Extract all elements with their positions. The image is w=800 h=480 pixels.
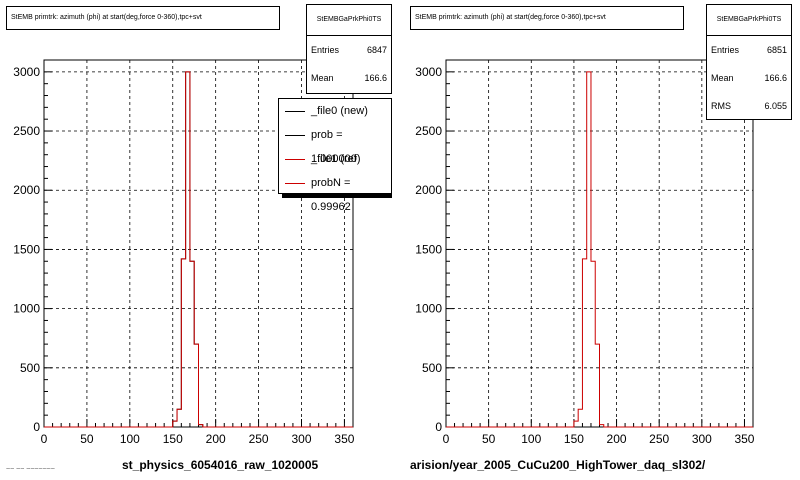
legend-entry: probN = 0.99962 <box>279 171 391 213</box>
right-stats-value: 6851 <box>766 45 787 55</box>
left-stats-box: StEMBGaPrkPhi0TS Entries 6847 Mean 166.6 <box>306 4 392 94</box>
right-y-tick-label: 2000 <box>415 183 442 197</box>
right-y-tick-label: 0 <box>435 420 442 434</box>
right-x-tick-label: 0 <box>443 432 450 446</box>
left-x-tick-label: 350 <box>334 432 354 446</box>
legend-swatch <box>285 111 305 112</box>
right-x-axis-label: arision/year_2005_CuCu200_HighTower_daq_… <box>410 458 706 472</box>
left-y-tick-label: 2500 <box>13 124 40 138</box>
right-x-tick-label: 50 <box>482 432 496 446</box>
right-stats-box: StEMBGaPrkPhi0TS Entries 6851 Mean 166.6… <box>706 4 792 120</box>
right-x-tick-label: 150 <box>564 432 584 446</box>
left-plot-title-text: StEMB primtrk: azimuth (phi) at start(de… <box>11 14 202 21</box>
left-x-tick-label: 100 <box>120 432 140 446</box>
legend-swatch <box>285 183 305 184</box>
right-stats-row: Mean 166.6 <box>707 64 791 92</box>
right-y-tick-label: 1000 <box>415 302 442 316</box>
right-y-tick-label: 3000 <box>415 65 442 79</box>
left-series-b <box>44 71 353 428</box>
left-x-tick-label: 150 <box>163 432 183 446</box>
legend-entry: _file0 (new) <box>279 99 391 123</box>
right-y-tick-label: 500 <box>422 361 442 375</box>
right-plot-title-text: StEMB primtrk: azimuth (phi) at start(de… <box>415 14 606 21</box>
right-plot-title: StEMB primtrk: azimuth (phi) at start(de… <box>410 6 684 30</box>
right-stats-key: Entries <box>711 45 740 55</box>
right-stats-key: RMS <box>711 101 731 111</box>
right-x-tick-label: 100 <box>521 432 541 446</box>
left-stats-value: 6847 <box>366 45 387 55</box>
right-y-tick-label: 1500 <box>415 242 442 256</box>
right-x-tick-label: 250 <box>649 432 669 446</box>
right-x-tick-label: 200 <box>607 432 627 446</box>
right-x-tick-label: 300 <box>692 432 712 446</box>
left-x-axis-label: st_physics_6054016_raw_1020005 <box>122 458 319 472</box>
left-stats-name: StEMBGaPrkPhi0TS <box>307 5 391 36</box>
corner-note: ~~ ~~ ~~~~~~~ <box>6 466 55 473</box>
legend-swatch <box>285 135 305 136</box>
legend-entry: prob = 1.000000 <box>279 123 391 165</box>
right-stats-row: Entries 6851 <box>707 36 791 64</box>
left-stats-value: 166.6 <box>364 73 387 83</box>
left-plot-title: StEMB primtrk: azimuth (phi) at start(de… <box>6 6 280 30</box>
left-y-tick-label: 500 <box>20 361 40 375</box>
legend-label: _file0 (new) <box>311 105 368 117</box>
left-y-tick-label: 3000 <box>13 65 40 79</box>
right-stats-key: Mean <box>711 73 734 83</box>
legend-entry: _file1 (ref) <box>279 147 391 171</box>
legend-label: prob = 1.000000 <box>311 129 357 165</box>
legend: _file0 (new) prob = 1.000000 _file1 (ref… <box>278 98 392 213</box>
legend-swatch <box>285 159 305 160</box>
left-y-tick-label: 0 <box>33 420 40 434</box>
left-x-tick-label: 200 <box>206 432 226 446</box>
left-stats-row: Mean 166.6 <box>307 64 391 92</box>
right-series-a <box>446 71 753 428</box>
right-stats-name: StEMBGaPrkPhi0TS <box>707 5 791 36</box>
right-stats-value: 6.055 <box>764 101 787 111</box>
left-y-tick-label: 2000 <box>13 183 40 197</box>
left-stats-key: Mean <box>311 73 334 83</box>
left-y-tick-label: 1500 <box>13 242 40 256</box>
left-x-tick-label: 0 <box>41 432 48 446</box>
left-x-tick-label: 250 <box>249 432 269 446</box>
right-stats-row: RMS 6.055 <box>707 92 791 120</box>
right-x-tick-label: 350 <box>734 432 754 446</box>
left-y-tick-label: 1000 <box>13 302 40 316</box>
left-x-tick-label: 300 <box>291 432 311 446</box>
legend-label: probN = 0.99962 <box>311 177 351 213</box>
right-y-tick-label: 2500 <box>415 124 442 138</box>
left-stats-row: Entries 6847 <box>307 36 391 64</box>
right-stats-value: 166.6 <box>764 73 787 83</box>
left-x-tick-label: 50 <box>80 432 94 446</box>
left-stats-key: Entries <box>311 45 340 55</box>
legend-label: _file1 (ref) <box>311 153 361 165</box>
